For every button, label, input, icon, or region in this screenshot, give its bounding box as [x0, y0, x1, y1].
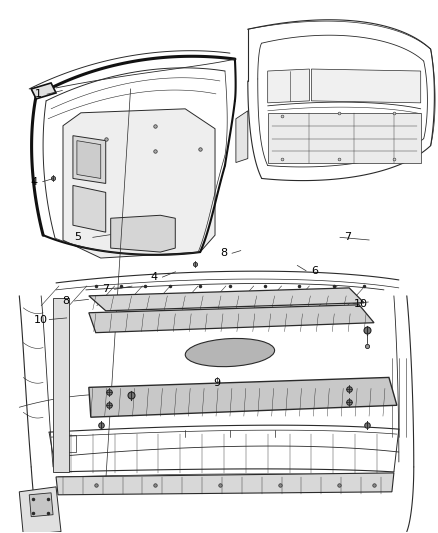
Text: 10: 10: [34, 314, 48, 325]
Polygon shape: [29, 493, 53, 516]
Polygon shape: [77, 141, 101, 179]
Ellipse shape: [185, 338, 275, 367]
Polygon shape: [311, 69, 421, 103]
Polygon shape: [73, 136, 106, 183]
Text: 4: 4: [31, 176, 38, 187]
Polygon shape: [268, 69, 309, 103]
Text: 9: 9: [213, 378, 220, 388]
Text: 1: 1: [35, 89, 42, 99]
Polygon shape: [53, 298, 69, 472]
Polygon shape: [19, 487, 61, 533]
Polygon shape: [73, 185, 106, 232]
Text: 7: 7: [102, 284, 110, 294]
Text: 4: 4: [150, 272, 157, 282]
Polygon shape: [236, 111, 248, 163]
Polygon shape: [89, 288, 364, 311]
Text: 5: 5: [74, 232, 81, 243]
Polygon shape: [31, 83, 56, 99]
Polygon shape: [89, 305, 374, 333]
Polygon shape: [56, 473, 394, 495]
Polygon shape: [89, 377, 397, 417]
Text: 8: 8: [220, 248, 227, 259]
Text: 6: 6: [311, 266, 318, 276]
Polygon shape: [268, 113, 421, 163]
Text: 7: 7: [344, 232, 351, 243]
Polygon shape: [111, 215, 175, 252]
Polygon shape: [63, 109, 215, 258]
Text: 10: 10: [353, 298, 367, 309]
Text: 8: 8: [62, 296, 69, 306]
